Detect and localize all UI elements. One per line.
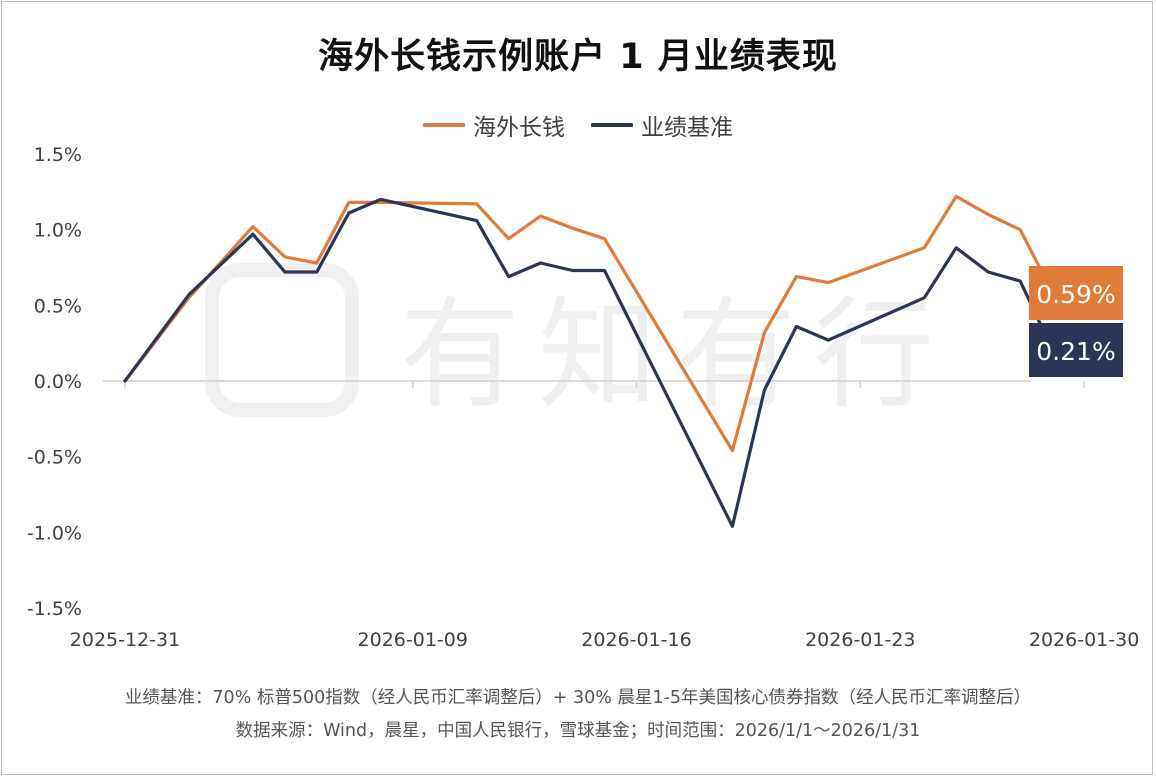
series-line-benchmark (123, 197, 1054, 528)
watermark-logo (205, 263, 359, 417)
end-label-value: 0.59% (1036, 280, 1115, 309)
footnote-benchmark: 业绩基准：70% 标普500指数（经人民币汇率调整后）+ 30% 晨星1-5年美… (124, 688, 1032, 708)
x-tick-label: 2026-01-16 (581, 629, 691, 651)
y-tick-label: 0.0% (34, 371, 82, 393)
watermark: 有知有行 (205, 263, 952, 425)
watermark-text: 有知有行 (400, 286, 952, 425)
chart-title: 海外长钱示例账户 1 月业绩表现 (318, 37, 838, 77)
legend-item-benchmark: 业绩基准 (591, 108, 733, 142)
x-tick-label: 2026-01-23 (805, 629, 915, 651)
y-tick-label: -0.5% (27, 447, 82, 469)
y-tick-label: -1.0% (27, 522, 82, 544)
x-tick-label: 2025-12-31 (70, 629, 180, 651)
axes: 2025-12-31 2026-01-09 2026-01-16 2026-01-23… (27, 144, 1139, 651)
y-tick-label: -1.5% (27, 598, 82, 620)
x-tick-label: 2026-01-09 (358, 629, 468, 651)
series-line-fund (123, 194, 1054, 453)
series-lines (123, 194, 1054, 528)
y-tick-label: 1.5% (34, 144, 82, 166)
end-label-box (1029, 323, 1123, 377)
end-labels: 0.59% 0.21% (1029, 266, 1123, 377)
legend: 海外长钱 业绩基准 (0, 108, 1156, 142)
legend-swatch-fund (423, 123, 465, 127)
footnote-source: 数据来源：Wind，晨星，中国人民银行，雪球基金；时间范围：2026/1/1～2… (235, 721, 921, 741)
legend-item-fund: 海外长钱 (423, 108, 565, 142)
y-tick-label: 0.5% (34, 295, 82, 317)
y-tick-label: 1.0% (34, 220, 82, 242)
end-label-box (1029, 266, 1123, 320)
legend-label-benchmark: 业绩基准 (641, 115, 733, 141)
legend-label-fund: 海外长钱 (473, 115, 565, 141)
end-label-value: 0.21% (1036, 337, 1115, 366)
legend-swatch-benchmark (591, 123, 633, 127)
x-tick-label: 2026-01-30 (1029, 629, 1139, 651)
